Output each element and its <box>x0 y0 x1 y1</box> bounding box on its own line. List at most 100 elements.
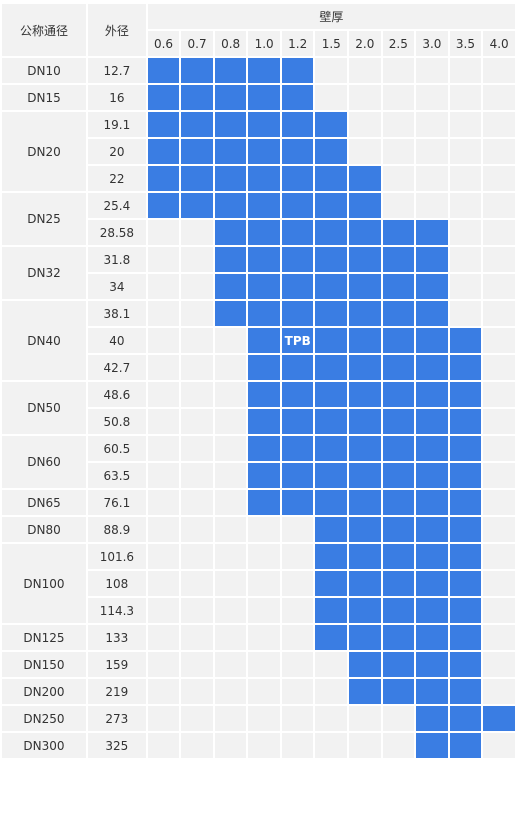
availability-cell-empty <box>481 164 517 193</box>
availability-cell-filled <box>313 434 350 463</box>
availability-cell-empty <box>246 677 282 706</box>
availability-cell-filled <box>279 110 316 139</box>
availability-cell-filled <box>347 596 383 625</box>
wall-thickness-header: 3.0 <box>414 29 450 58</box>
outer-diameter-cell: 88.9 <box>85 515 148 544</box>
availability-cell-empty <box>481 515 517 544</box>
availability-cell-filled <box>246 488 282 517</box>
availability-cell-empty <box>380 704 417 733</box>
availability-cell-empty <box>481 461 517 490</box>
availability-cell-filled <box>279 380 316 409</box>
availability-cell-filled <box>313 596 350 625</box>
availability-cell-empty <box>279 704 316 733</box>
availability-cell-filled <box>347 461 383 490</box>
availability-cell-filled <box>212 299 249 328</box>
availability-cell-empty <box>145 407 182 436</box>
availability-cell-filled <box>414 650 450 679</box>
nominal-diameter-cell: DN125 <box>0 623 88 652</box>
availability-cell-empty <box>179 623 215 652</box>
availability-cell-filled <box>347 353 383 382</box>
availability-cell-filled <box>347 299 383 328</box>
outer-diameter-cell: 325 <box>85 731 148 760</box>
outer-diameter-cell: 31.8 <box>85 245 148 274</box>
availability-cell-empty <box>380 110 417 139</box>
availability-cell-empty <box>179 677 215 706</box>
availability-cell-empty <box>481 353 517 382</box>
availability-cell-filled <box>347 245 383 274</box>
nominal-diameter-cell: DN10 <box>0 56 88 85</box>
outer-diameter-cell: 114.3 <box>85 596 148 625</box>
availability-cell-filled <box>447 569 484 598</box>
availability-cell-filled <box>380 650 417 679</box>
availability-cell-empty <box>212 677 249 706</box>
availability-cell-empty <box>347 83 383 112</box>
availability-cell-empty <box>279 623 316 652</box>
availability-cell-empty <box>481 56 517 85</box>
availability-cell-filled <box>246 164 282 193</box>
availability-cell-filled <box>414 218 450 247</box>
availability-cell-filled <box>380 272 417 301</box>
table-body: DN10 12.7 DN15 16 DN20 19.1 20 22 DN25 25.4 28.58 D… <box>0 56 517 760</box>
availability-cell-empty <box>179 353 215 382</box>
outer-diameter-cell: 20 <box>85 137 148 166</box>
availability-cell-empty <box>481 650 517 679</box>
table-row: DN200 219 <box>0 677 517 706</box>
availability-cell-empty <box>313 650 350 679</box>
outer-diameter-cell: 159 <box>85 650 148 679</box>
availability-cell-empty <box>179 704 215 733</box>
availability-cell-empty <box>279 596 316 625</box>
outer-diameter-cell: 22 <box>85 164 148 193</box>
table-row: DN20 19.1 <box>0 110 517 193</box>
availability-cell-filled <box>313 272 350 301</box>
availability-cell-filled <box>246 218 282 247</box>
wall-thickness-header: 4.0 <box>481 29 517 58</box>
availability-cell-filled <box>414 299 450 328</box>
nominal-diameter-cell: DN20 <box>0 110 88 193</box>
availability-cell-empty <box>145 569 182 598</box>
nominal-diameter-cell: DN60 <box>0 434 88 490</box>
availability-cell-filled <box>347 677 383 706</box>
availability-cell-empty <box>380 83 417 112</box>
availability-cell-empty <box>145 272 182 301</box>
availability-cell-empty <box>145 542 182 571</box>
availability-cell-filled <box>414 515 450 544</box>
table-row: DN60 60.5 <box>0 434 517 490</box>
availability-cell-empty <box>414 191 450 220</box>
availability-cell-filled <box>380 569 417 598</box>
availability-cell-empty <box>212 569 249 598</box>
availability-cell-filled <box>447 650 484 679</box>
availability-cell-filled <box>212 191 249 220</box>
availability-cell-filled <box>279 191 316 220</box>
availability-cell-filled <box>447 596 484 625</box>
pipe-spec-table: 公称通径 外径 壁厚 0.6 0.7 0.8 1.0 1.2 1.5 2.0 2.5 3.0 3.… <box>0 2 518 760</box>
availability-cell-filled <box>313 407 350 436</box>
availability-cell-empty <box>481 83 517 112</box>
availability-cell-filled <box>313 515 350 544</box>
availability-cell-empty <box>179 218 215 247</box>
nominal-diameter-cell: DN50 <box>0 380 88 436</box>
availability-cell-filled <box>414 245 450 274</box>
availability-cell-empty <box>414 137 450 166</box>
availability-cell-empty <box>313 56 350 85</box>
outer-diameter-cell: 273 <box>85 704 148 733</box>
wall-thickness-header: 0.7 <box>179 29 215 58</box>
availability-cell-filled <box>380 245 417 274</box>
availability-cell-empty <box>313 704 350 733</box>
availability-cell-filled <box>447 380 484 409</box>
availability-cell-empty <box>179 596 215 625</box>
availability-cell-filled <box>447 731 484 760</box>
wall-thickness-header: 3.5 <box>447 29 484 58</box>
table-row: DN300 325 <box>0 731 517 760</box>
availability-cell-filled <box>212 272 249 301</box>
availability-cell-empty <box>447 191 484 220</box>
table-row: DN32 31.8 <box>0 245 517 301</box>
availability-cell-filled <box>380 596 417 625</box>
availability-cell-filled <box>347 218 383 247</box>
availability-cell-filled <box>212 56 249 85</box>
availability-cell-filled <box>246 434 282 463</box>
tpb-label: TPB <box>279 326 316 355</box>
availability-cell-filled <box>414 731 450 760</box>
availability-cell-empty <box>481 596 517 625</box>
availability-cell-filled <box>313 488 350 517</box>
availability-cell-filled <box>347 164 383 193</box>
